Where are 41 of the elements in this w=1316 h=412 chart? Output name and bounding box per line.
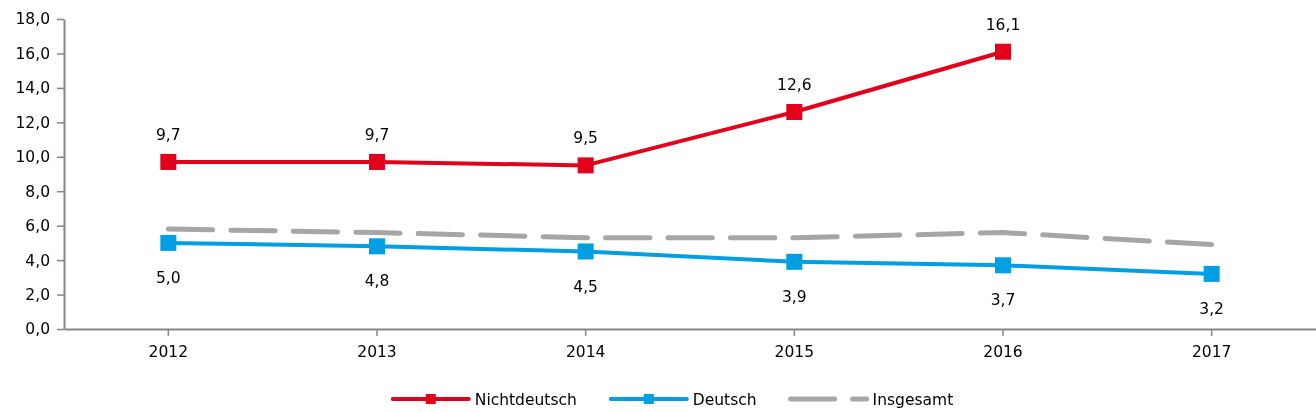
- data-label: 4,5: [573, 277, 598, 296]
- point: [160, 153, 177, 170]
- data-label: 16,1: [985, 15, 1021, 34]
- x-tick-label: 2017: [1191, 342, 1232, 361]
- data-label: 9,7: [156, 125, 181, 144]
- y-tick-label: 10,0: [15, 148, 50, 167]
- x-tick-label: 2013: [357, 342, 397, 361]
- legend-label: Nichtdeutsch: [474, 390, 577, 409]
- y-tick-label: 2,0: [25, 286, 50, 305]
- y-tick-label: 14,0: [15, 79, 50, 98]
- y-tick-label: 16,0: [15, 44, 50, 63]
- data-label: 3,2: [1199, 299, 1224, 318]
- point: [786, 253, 803, 270]
- data-label: 9,7: [364, 125, 390, 144]
- x-tick-label: 2012: [148, 342, 189, 361]
- y-tick-label: 6,0: [25, 217, 50, 236]
- point: [577, 243, 594, 260]
- x-tick-label: 2015: [774, 342, 815, 361]
- data-label: 3,7: [990, 291, 1016, 310]
- point: [1203, 265, 1220, 282]
- point: [369, 238, 385, 255]
- y-tick-label: 12,0: [15, 113, 50, 132]
- y-tick-label: 0,0: [25, 320, 50, 339]
- point: [369, 153, 385, 170]
- data-label: 3,9: [782, 287, 807, 306]
- legend-label: Insgesamt: [872, 390, 954, 409]
- point: [995, 257, 1011, 274]
- data-label: 9,5: [573, 129, 598, 148]
- x-tick-label: 2014: [565, 342, 606, 361]
- data-label: 5,0: [156, 268, 181, 287]
- data-label: 4,8: [364, 272, 390, 291]
- y-tick-label: 18,0: [15, 10, 50, 29]
- point: [160, 234, 177, 251]
- data-label: 12,6: [777, 76, 812, 94]
- legend-label: Deutsch: [692, 390, 757, 409]
- y-tick-label: 8,0: [25, 182, 50, 201]
- point: [995, 43, 1011, 60]
- point: [577, 157, 594, 174]
- y-tick-label: 4,0: [25, 251, 50, 270]
- point: [786, 104, 803, 120]
- x-tick-label: 2016: [983, 342, 1023, 361]
